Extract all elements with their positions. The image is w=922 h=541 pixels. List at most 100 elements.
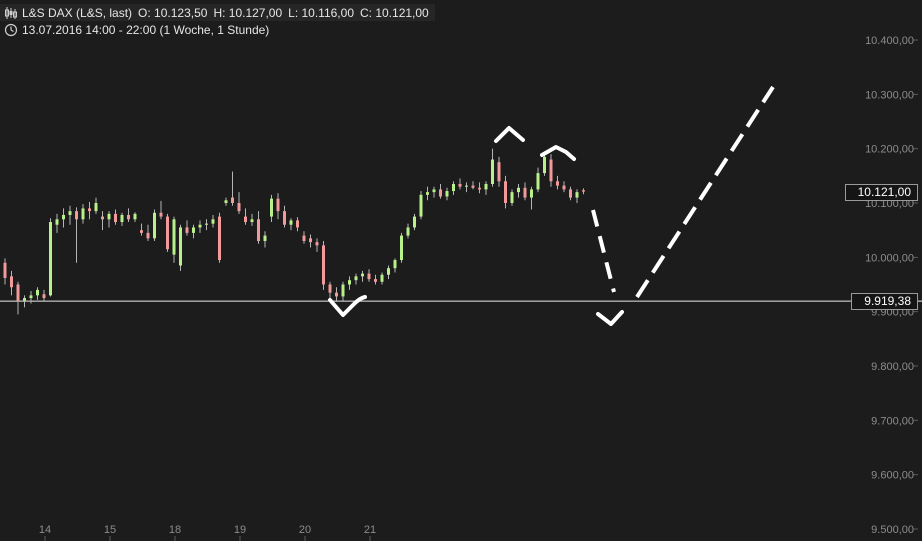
open-value: O: 10.123,50 [138, 5, 208, 20]
candle-up [49, 222, 52, 296]
candle-up [517, 187, 520, 193]
candle-down [231, 197, 234, 203]
reference-price-label: 9.919,38 [864, 294, 911, 309]
candle-up [413, 216, 416, 228]
candle-down [127, 214, 130, 220]
period-info: 13.07.2016 14:00 - 22:00 (1 Woche, 1 Stu… [0, 21, 269, 38]
candle-up [120, 214, 124, 223]
candle-down [146, 232, 150, 239]
candle-down [562, 185, 566, 190]
candle-down [478, 187, 481, 190]
y-tick-label: 9.600,00 [871, 470, 914, 482]
candle-up [29, 295, 33, 299]
candle-up [198, 224, 202, 228]
candle-up [354, 276, 358, 281]
candle-up [179, 227, 182, 266]
candle-down [10, 276, 13, 288]
candle-up [348, 280, 351, 285]
candle-down [523, 187, 527, 198]
instrument-name: L&S DAX (L&S, last) [22, 5, 133, 20]
x-tick-label: 15 [104, 524, 116, 536]
candle-down [328, 284, 332, 293]
x-tick-label: 14 [39, 524, 51, 536]
candle-down [218, 216, 221, 261]
candle-down [3, 262, 7, 278]
candle-up [419, 194, 423, 217]
candle-up [452, 183, 455, 192]
candle-down [458, 183, 462, 187]
candle-down [549, 159, 553, 182]
candle-down [367, 273, 371, 280]
candle-up [133, 213, 137, 220]
x-tick-label: 18 [169, 524, 181, 536]
candle-down [16, 284, 20, 301]
reference-price-badge: 9.919,38 [851, 293, 918, 311]
candle-up [94, 203, 98, 212]
y-tick-label: 9.500,00 [871, 524, 914, 536]
candle-up [107, 213, 111, 220]
candle-down [497, 162, 501, 182]
candle-up [250, 219, 254, 223]
checkmark-annotation [328, 295, 367, 317]
candle-up [270, 198, 273, 217]
candle-up [406, 227, 410, 236]
candle-up [465, 185, 468, 187]
candle-up [543, 156, 546, 174]
candle-down [244, 216, 247, 223]
candle-down [75, 211, 78, 220]
candle-up [536, 173, 540, 190]
candle-up [263, 235, 267, 242]
candle-up [192, 227, 195, 233]
candle-up [510, 192, 514, 203]
candle-down [315, 242, 319, 246]
instrument-info-bar: L&S DAX (L&S, last) O: 10.123,50 H: 10.1… [0, 4, 435, 21]
candle-up [172, 219, 176, 255]
candle-down [471, 185, 475, 188]
candle-down [88, 208, 91, 212]
candle-up [380, 274, 384, 282]
peak-annotation [540, 145, 576, 161]
candle-up [289, 220, 293, 225]
y-tick-label: 10.000,00 [865, 252, 914, 264]
y-tick-label: 10.400,00 [865, 35, 914, 47]
candle-up [23, 298, 26, 301]
dashed-rise-annotation [635, 85, 775, 299]
candle-up [36, 289, 39, 296]
candle-down [556, 181, 559, 186]
peak-annotation [494, 126, 525, 143]
candle-down [237, 203, 241, 212]
x-tick-label: 19 [234, 524, 246, 536]
candle-down [101, 216, 104, 220]
chart-header: L&S DAX (L&S, last) O: 10.123,50 H: 10.1… [0, 0, 460, 40]
y-tick-label: 10.200,00 [865, 144, 914, 156]
candle-up [361, 273, 364, 277]
candle-down [439, 189, 442, 197]
candlestick-icon [5, 6, 17, 19]
clock-icon [4, 23, 18, 36]
candle-up [426, 192, 429, 195]
candle-down [569, 189, 572, 198]
candle-up [491, 159, 494, 184]
candle-up [484, 183, 488, 190]
candle-up [393, 260, 397, 269]
candle-up [530, 189, 533, 198]
x-tick-label: 21 [364, 524, 376, 536]
y-tick-label: 10.100,00 [865, 198, 914, 210]
candle-down [159, 212, 163, 217]
candle-down [114, 213, 117, 223]
y-tick-label: 9.800,00 [871, 361, 914, 373]
candle-up [341, 284, 345, 297]
low-value: L: 10.116,00 [288, 5, 354, 20]
candle-down [140, 230, 143, 233]
candle-down [335, 292, 338, 297]
candle-down [166, 216, 169, 250]
candle-up [62, 214, 65, 220]
bottom-annotation [596, 310, 624, 326]
candle-down [42, 294, 46, 299]
last-price-label: 10.121,00 [857, 184, 911, 199]
x-tick-label: 20 [299, 524, 311, 536]
candle-down [504, 181, 507, 203]
candle-up [387, 268, 390, 275]
candle-down [257, 219, 260, 242]
